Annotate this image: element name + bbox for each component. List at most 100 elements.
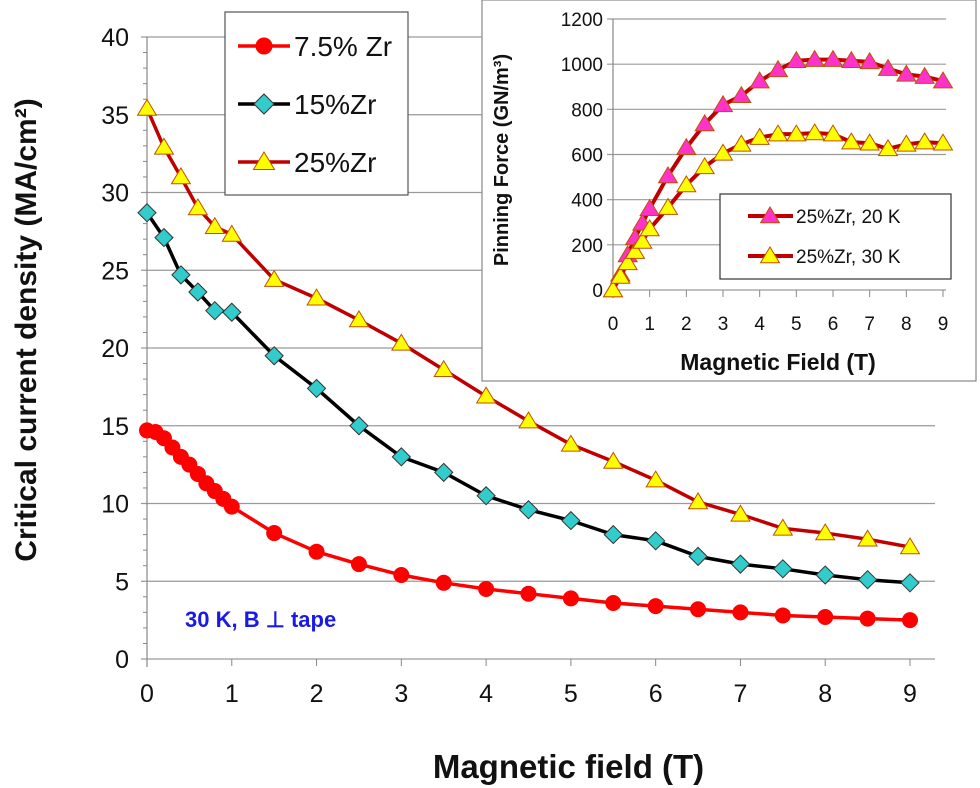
data-point [136, 98, 158, 116]
inset-frame [481, 0, 977, 382]
data-point [914, 132, 935, 150]
series-2 [136, 98, 921, 555]
x-tick-label: 5 [791, 314, 802, 335]
series-line [145, 107, 911, 549]
x-tick-label: 7 [864, 314, 875, 335]
annotation-label: 30 K, B ⊥ tape [185, 607, 336, 632]
data-point [170, 166, 192, 185]
x-tick-label: 3 [718, 314, 729, 335]
y-tick-label: 10 [101, 491, 129, 519]
x-axis-title: Magnetic field (T) [433, 748, 704, 785]
data-point [749, 71, 770, 89]
x-tick-label: 4 [479, 680, 493, 708]
data-point [478, 581, 495, 598]
data-point [391, 447, 412, 467]
legend-marker [252, 151, 276, 170]
data-point [610, 266, 631, 284]
y-tick-label: 0 [115, 646, 129, 674]
data-point [221, 224, 243, 242]
series-line [611, 57, 944, 291]
data-point [767, 59, 789, 78]
data-point [657, 165, 679, 184]
x-tick-label: 4 [754, 314, 765, 335]
data-point [814, 523, 836, 541]
main-legend: 7.5% Zr 15%Zr 25%Zr [224, 11, 409, 196]
data-point [188, 282, 208, 302]
data-point [822, 49, 844, 67]
data-point [688, 546, 708, 567]
data-point [617, 252, 638, 271]
legend-box [719, 193, 952, 280]
data-point [223, 498, 240, 515]
data-point [902, 612, 918, 629]
y-tick-label: 200 [571, 236, 603, 257]
data-point [786, 124, 807, 142]
data-point [187, 198, 209, 216]
y-tick-label: 20 [101, 335, 129, 363]
data-point [815, 565, 835, 585]
y-tick-label: 1000 [561, 55, 603, 76]
y-tick-label: 1200 [561, 10, 603, 31]
y-tick-label: 0 [592, 281, 603, 302]
data-point [561, 510, 581, 531]
data-point [476, 486, 496, 506]
data-point [560, 434, 582, 452]
data-point [266, 525, 283, 542]
data-point [817, 609, 834, 626]
x-tick-label: 6 [828, 314, 839, 335]
y-tick-label: 400 [571, 191, 603, 212]
y-tick-label: 800 [571, 100, 603, 121]
inset-legend: 25%Zr, 20 K 25%Zr, 30 K [719, 193, 952, 280]
data-point [932, 71, 954, 89]
data-point [857, 529, 878, 547]
data-point [645, 470, 666, 488]
data-point [857, 569, 878, 590]
y-tick-label: 25 [101, 257, 129, 285]
data-point [647, 598, 664, 615]
data-point [137, 203, 157, 223]
data-point [645, 531, 666, 551]
x-tick-label: 3 [394, 680, 408, 708]
x-tick-label: 8 [901, 314, 912, 335]
data-point [899, 537, 921, 555]
legend-label: 25%Zr, 20 K [796, 207, 901, 228]
series-1 [602, 123, 954, 298]
data-point [687, 491, 709, 510]
data-point [434, 462, 454, 483]
x-tick-label: 7 [733, 680, 747, 708]
y-tick-label: 40 [101, 24, 129, 52]
x-tick-label: 1 [225, 680, 239, 708]
y-tick-label: 30 [101, 180, 129, 208]
data-point [264, 346, 284, 366]
legend-marker [253, 93, 275, 115]
data-point [639, 198, 660, 216]
data-point [732, 604, 749, 621]
x-tick-label: 1 [644, 314, 655, 335]
data-point [632, 231, 653, 249]
x-axis-title: Magnetic Field (T) [680, 349, 876, 375]
data-point [877, 138, 899, 157]
x-tick-label: 6 [649, 680, 663, 708]
x-tick-label: 5 [564, 680, 578, 708]
data-point [154, 227, 174, 248]
x-tick-label: 9 [903, 680, 917, 708]
data-point [730, 554, 751, 574]
data-point [624, 241, 646, 259]
data-point [841, 132, 862, 150]
data-point [773, 559, 793, 579]
x-tick-label: 2 [681, 314, 692, 335]
y-axis-title: Pinning Force (GN/m³) [491, 54, 513, 266]
data-point [562, 590, 579, 607]
data-point [690, 601, 707, 618]
legend-label: 7.5% Zr [294, 31, 392, 62]
data-point [896, 134, 917, 152]
data-point [804, 49, 825, 67]
y-tick-label: 35 [101, 102, 129, 130]
series-line [145, 211, 911, 585]
data-point [859, 133, 880, 151]
data-point [731, 85, 752, 104]
data-point [694, 156, 715, 175]
data-point [605, 595, 622, 612]
data-point [639, 219, 660, 237]
data-point [348, 310, 370, 328]
